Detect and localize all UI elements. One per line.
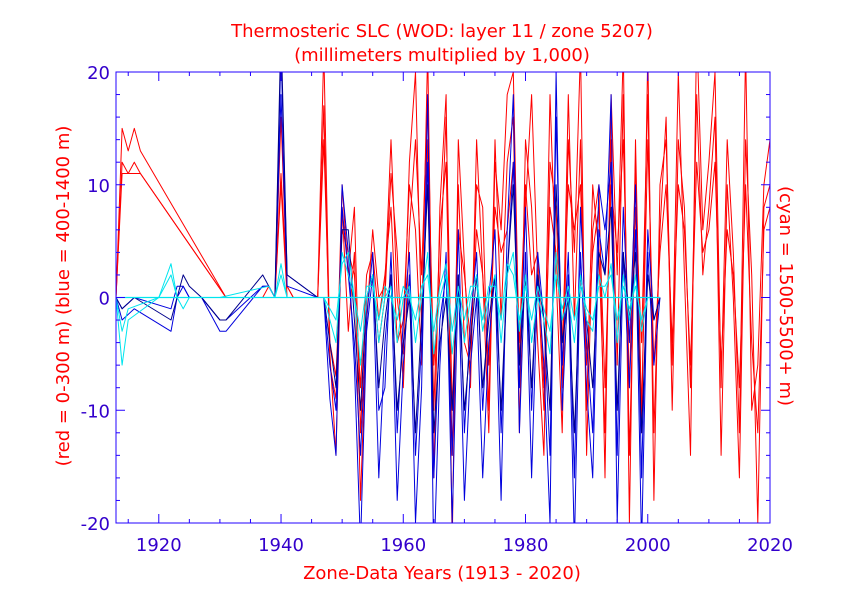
y-tick-label: 20 [87, 63, 110, 84]
y-tick-label: -20 [81, 514, 110, 535]
x-axis-label: Zone-Data Years (1913 - 2020) [303, 563, 581, 584]
x-tick-label: 1940 [258, 535, 304, 556]
series-line-cyan-7 [116, 251, 654, 366]
series-line-blue-5 [116, 94, 661, 479]
y-axis-left-label: (red = 0-300 m) (blue = 400-1400 m) [53, 126, 74, 467]
x-tick-label: 1920 [136, 535, 182, 556]
chart-subtitle: (millimeters multiplied by 1,000) [294, 45, 590, 66]
x-tick-label: 1980 [503, 535, 549, 556]
y-tick-label: -10 [81, 401, 110, 422]
y-tick-label: 10 [87, 176, 110, 197]
x-tick-label: 1960 [380, 535, 426, 556]
y-axis-right-label: (cyan = 1500-5500+ m) [775, 186, 796, 406]
x-tick-label: 2000 [625, 535, 671, 556]
y-tick-label: 0 [99, 289, 110, 310]
axes [115, 71, 771, 524]
tick-labels: 1920 1940 1960 1980 2000 2020 -20 -10 0 10 20 [81, 63, 793, 556]
x-tick-label: 2020 [747, 535, 793, 556]
chart-title: Thermosteric SLC (WOD: layer 11 / zone 5… [230, 21, 653, 42]
series-line-red-3 [116, 116, 770, 434]
series-line-cyan-8 [116, 251, 654, 332]
